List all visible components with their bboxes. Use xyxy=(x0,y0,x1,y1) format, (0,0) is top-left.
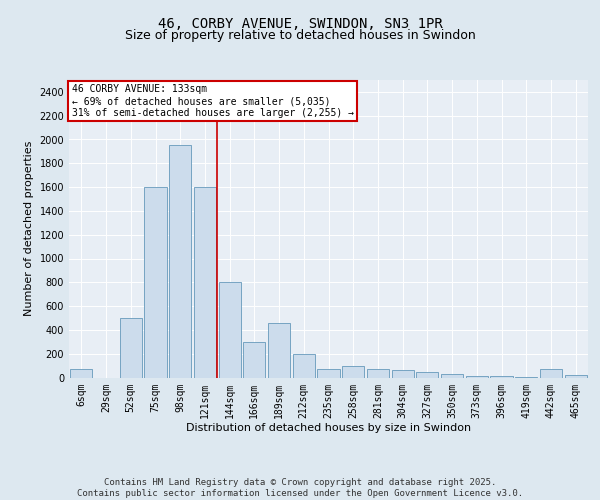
X-axis label: Distribution of detached houses by size in Swindon: Distribution of detached houses by size … xyxy=(186,423,471,433)
Bar xyxy=(317,368,340,378)
Bar xyxy=(293,354,315,378)
Bar xyxy=(392,370,414,378)
Bar xyxy=(218,282,241,378)
Bar xyxy=(243,342,265,378)
Text: Size of property relative to detached houses in Swindon: Size of property relative to detached ho… xyxy=(125,28,475,42)
Bar xyxy=(490,376,512,378)
Bar xyxy=(565,374,587,378)
Bar xyxy=(194,187,216,378)
Bar xyxy=(515,377,538,378)
Text: Contains HM Land Registry data © Crown copyright and database right 2025.
Contai: Contains HM Land Registry data © Crown c… xyxy=(77,478,523,498)
Text: 46 CORBY AVENUE: 133sqm
← 69% of detached houses are smaller (5,035)
31% of semi: 46 CORBY AVENUE: 133sqm ← 69% of detache… xyxy=(71,84,353,117)
Bar xyxy=(367,368,389,378)
Bar xyxy=(145,187,167,378)
Bar xyxy=(119,318,142,378)
Bar xyxy=(441,374,463,378)
Y-axis label: Number of detached properties: Number of detached properties xyxy=(24,141,34,316)
Bar xyxy=(169,146,191,378)
Bar xyxy=(540,368,562,378)
Bar xyxy=(342,366,364,378)
Bar xyxy=(268,323,290,378)
Text: 46, CORBY AVENUE, SWINDON, SN3 1PR: 46, CORBY AVENUE, SWINDON, SN3 1PR xyxy=(158,18,442,32)
Bar xyxy=(466,376,488,378)
Bar xyxy=(70,368,92,378)
Bar xyxy=(416,372,439,378)
